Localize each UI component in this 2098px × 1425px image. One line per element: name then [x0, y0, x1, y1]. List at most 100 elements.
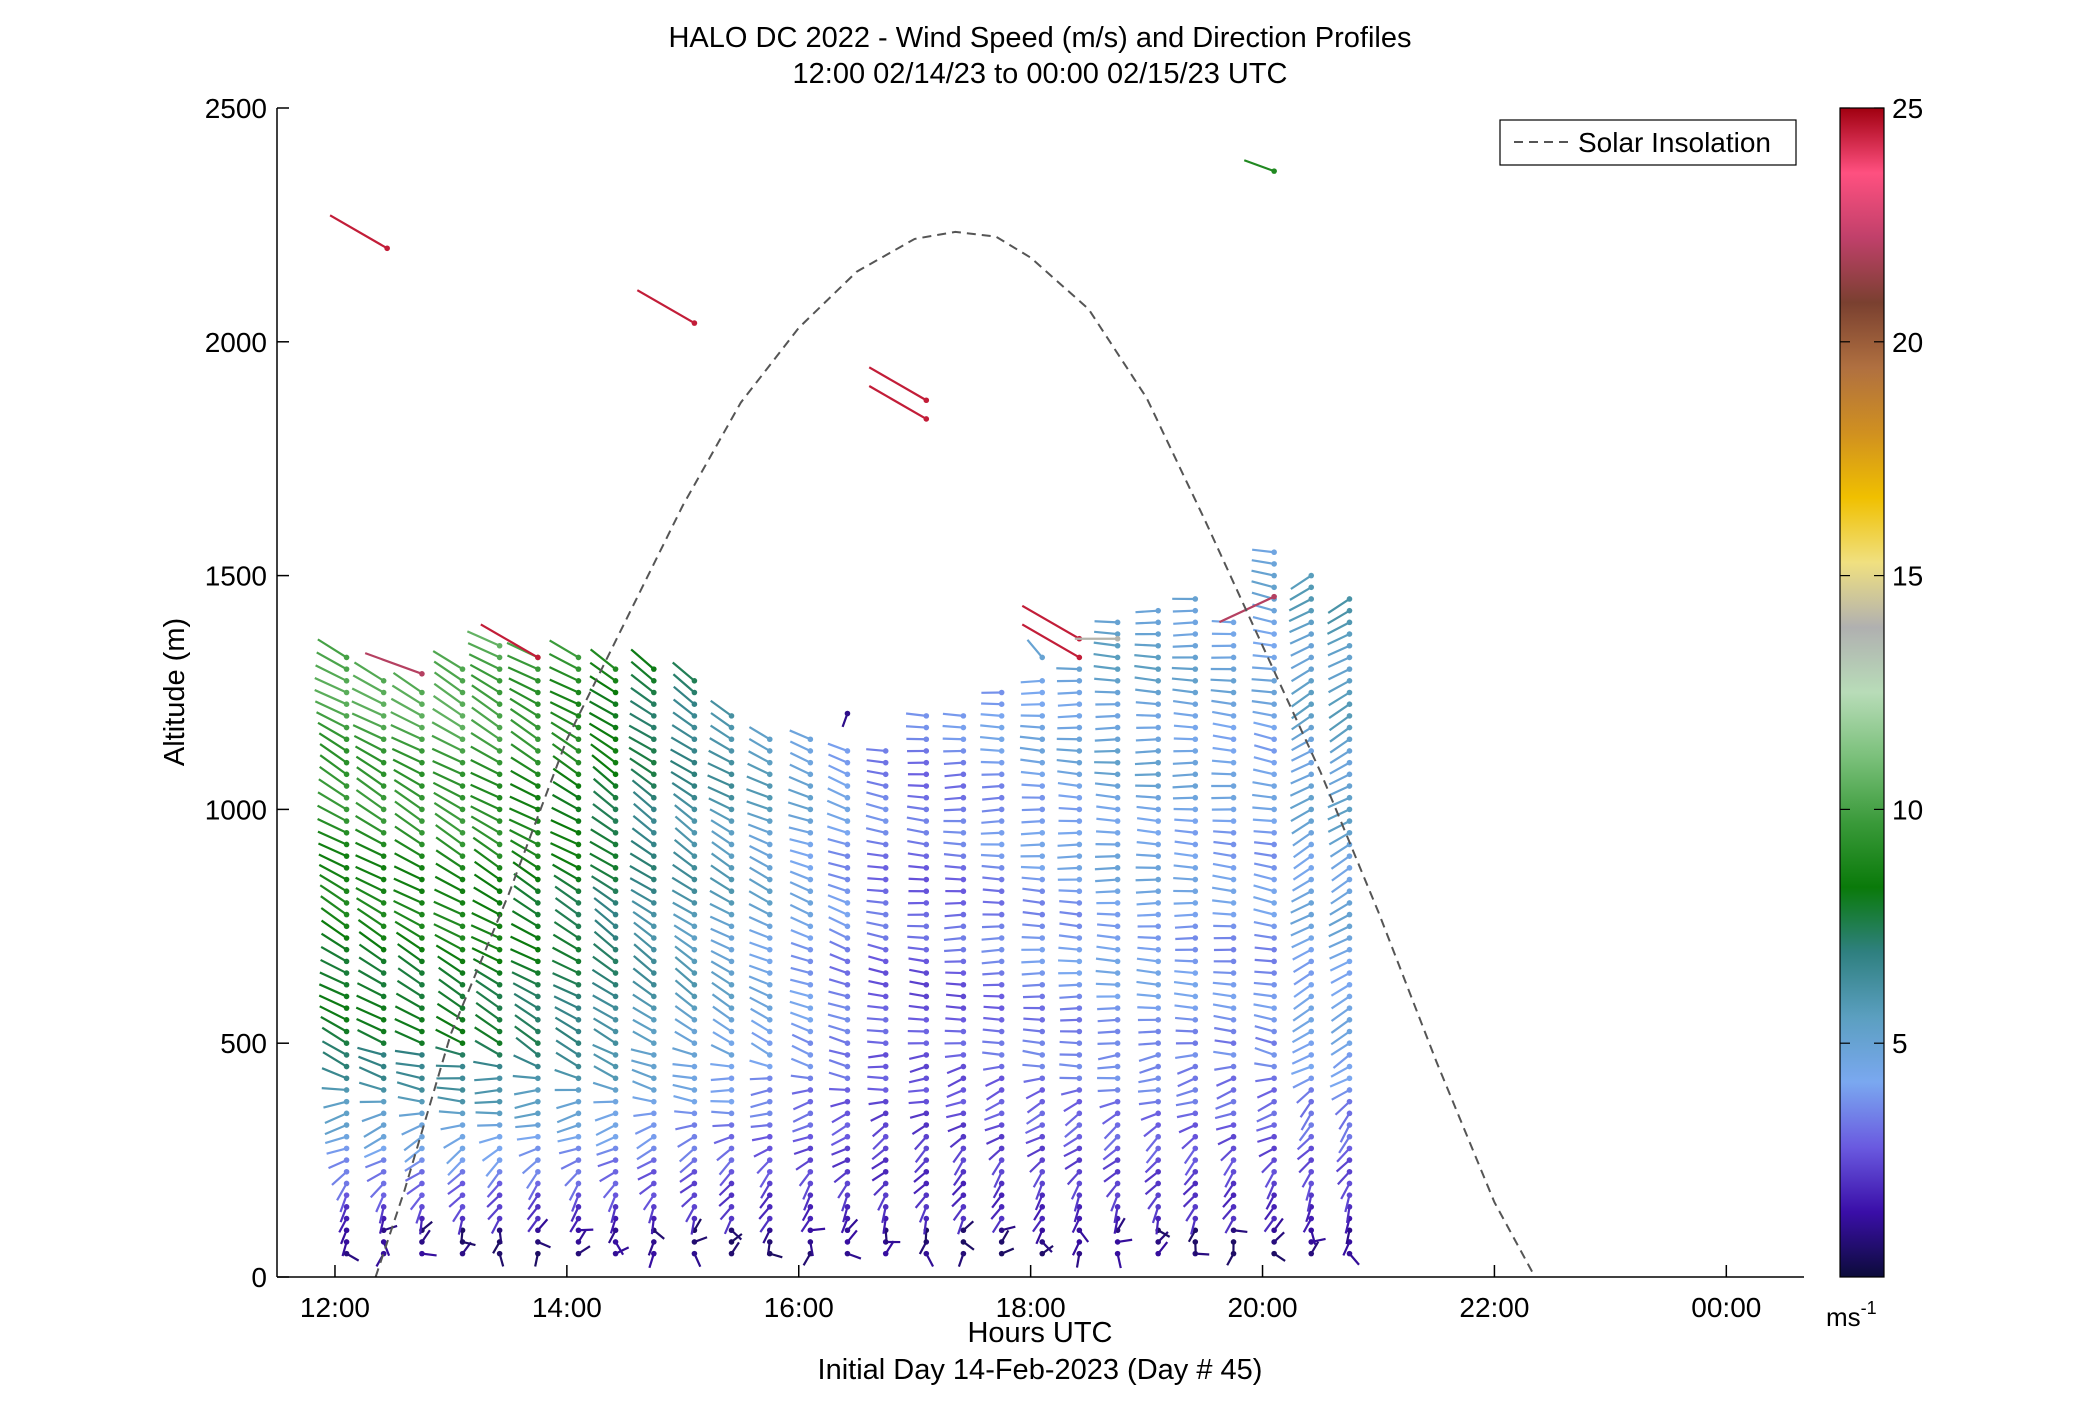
wind-barb-point — [1346, 865, 1353, 871]
wind-barb-point — [651, 678, 657, 684]
wind-barb-stem — [1064, 1112, 1081, 1127]
wind-barb-stem — [409, 1194, 423, 1211]
wind-barb-stem — [1253, 756, 1275, 764]
wind-barb-point — [1114, 1168, 1121, 1175]
wind-barb-stem — [355, 897, 385, 916]
wind-barb-point — [1271, 935, 1277, 941]
wind-barb-point — [728, 1052, 735, 1058]
wind-barb-point — [807, 1215, 814, 1222]
wind-barb-point — [998, 1227, 1005, 1234]
wind-barb-point — [1192, 865, 1199, 871]
wind-barb-stem — [944, 948, 964, 953]
wind-barb-stem — [790, 1057, 811, 1068]
wind-barb-point — [419, 724, 425, 731]
wind-barb-stem — [945, 1005, 964, 1010]
wind-barb-stem — [1019, 746, 1043, 753]
outlier-barb-point — [923, 416, 930, 422]
wind-barb-stem — [475, 979, 501, 998]
wind-barb-stem — [789, 751, 811, 764]
wind-barb-stem — [746, 800, 771, 811]
wind-barb-point — [1039, 1145, 1046, 1152]
wind-barb-point — [459, 829, 466, 836]
wind-barb-stem — [1019, 735, 1043, 741]
wind-barb-point — [1308, 993, 1315, 1000]
wind-barb-point — [380, 1145, 387, 1152]
wind-barb-stem — [549, 639, 580, 659]
wind-barb-stem — [593, 1017, 617, 1033]
wind-barb-stem — [827, 742, 848, 752]
wind-barb-point — [1192, 1180, 1199, 1187]
wind-barb-point — [343, 759, 350, 766]
wind-barb-point — [998, 1122, 1005, 1128]
wind-barb-stem — [317, 817, 348, 834]
wind-barb-point — [380, 1040, 387, 1046]
wind-barb-stem — [434, 933, 464, 951]
wind-barb-point — [380, 701, 387, 707]
wind-barb-point — [380, 888, 387, 895]
wind-barb-stem — [674, 1030, 695, 1045]
wind-barb-point — [343, 935, 350, 941]
wind-barb-point — [1155, 818, 1161, 824]
wind-barb-point — [766, 1168, 773, 1175]
wind-barb-stem — [1059, 995, 1080, 999]
wind-barb-stem — [636, 1135, 655, 1150]
wind-barb-stem — [792, 1112, 811, 1123]
wind-barb-point — [728, 1075, 735, 1082]
wind-barb-stem — [470, 924, 501, 939]
wind-barb-point — [1076, 1204, 1083, 1210]
x-tick-label: 22:00 — [1459, 1292, 1529, 1323]
wind-barb-stem — [436, 1086, 463, 1092]
wind-barb-stem — [1329, 761, 1351, 775]
wind-barb-stem — [403, 1135, 423, 1152]
wind-barb-point — [728, 923, 735, 930]
wind-barb-point — [496, 1204, 503, 1210]
wind-barb-point — [1192, 1145, 1199, 1152]
wind-barb-stem — [981, 936, 1002, 941]
wind-barb-stem — [1103, 1135, 1119, 1152]
wind-barb-stem — [633, 932, 655, 951]
wind-barb-point — [960, 806, 967, 813]
wind-barb-point — [1346, 1028, 1353, 1035]
wind-barb-stem — [554, 1068, 579, 1080]
wind-barb-point — [998, 1180, 1005, 1187]
wind-barb-point — [380, 876, 387, 883]
wind-barb-stem — [588, 722, 617, 741]
wind-barb-point — [496, 818, 503, 824]
wind-barb-point — [535, 678, 541, 684]
wind-barb-point — [459, 923, 466, 930]
wind-barb-stem — [595, 1135, 617, 1147]
wind-barb-point — [419, 806, 425, 813]
wind-barb-stem — [394, 852, 423, 869]
wind-barb-point — [923, 1122, 930, 1128]
wind-barb-stem — [867, 865, 886, 869]
wind-barb-point — [923, 1017, 930, 1023]
wind-barb-stem — [909, 968, 927, 975]
wind-barb-point — [728, 1098, 735, 1105]
wind-barb-stem — [1183, 1171, 1197, 1186]
wind-barb-stem — [593, 1065, 617, 1080]
wind-barb-point — [1346, 993, 1353, 1000]
wind-barb-stem — [322, 1051, 348, 1068]
wind-barb-point — [343, 970, 350, 976]
wind-barb-point — [1076, 771, 1083, 778]
wind-barb-stem — [393, 910, 423, 928]
wind-barb-stem — [1136, 901, 1159, 906]
wind-barb-point — [1114, 900, 1121, 906]
wind-barb-stem — [551, 793, 579, 811]
wind-barb-point — [1039, 1168, 1046, 1175]
wind-barb-stem — [1177, 1077, 1196, 1088]
wind-barb-stem — [946, 1088, 964, 1099]
wind-barb-point — [419, 1192, 425, 1198]
wind-barb-point — [844, 958, 851, 965]
wind-barb-stem — [1252, 793, 1275, 799]
wind-barb-point — [1114, 1192, 1121, 1198]
wind-barb-point — [766, 771, 773, 778]
wind-barb-point — [1230, 829, 1237, 836]
wind-barb-stem — [792, 1123, 811, 1133]
wind-barb-stem — [1135, 701, 1159, 706]
wind-barb-point — [380, 970, 387, 976]
wind-barb-point — [807, 911, 814, 918]
wind-barb-point — [1155, 865, 1161, 871]
wind-barb-point — [1114, 1028, 1121, 1035]
wind-barb-stem — [393, 778, 423, 799]
